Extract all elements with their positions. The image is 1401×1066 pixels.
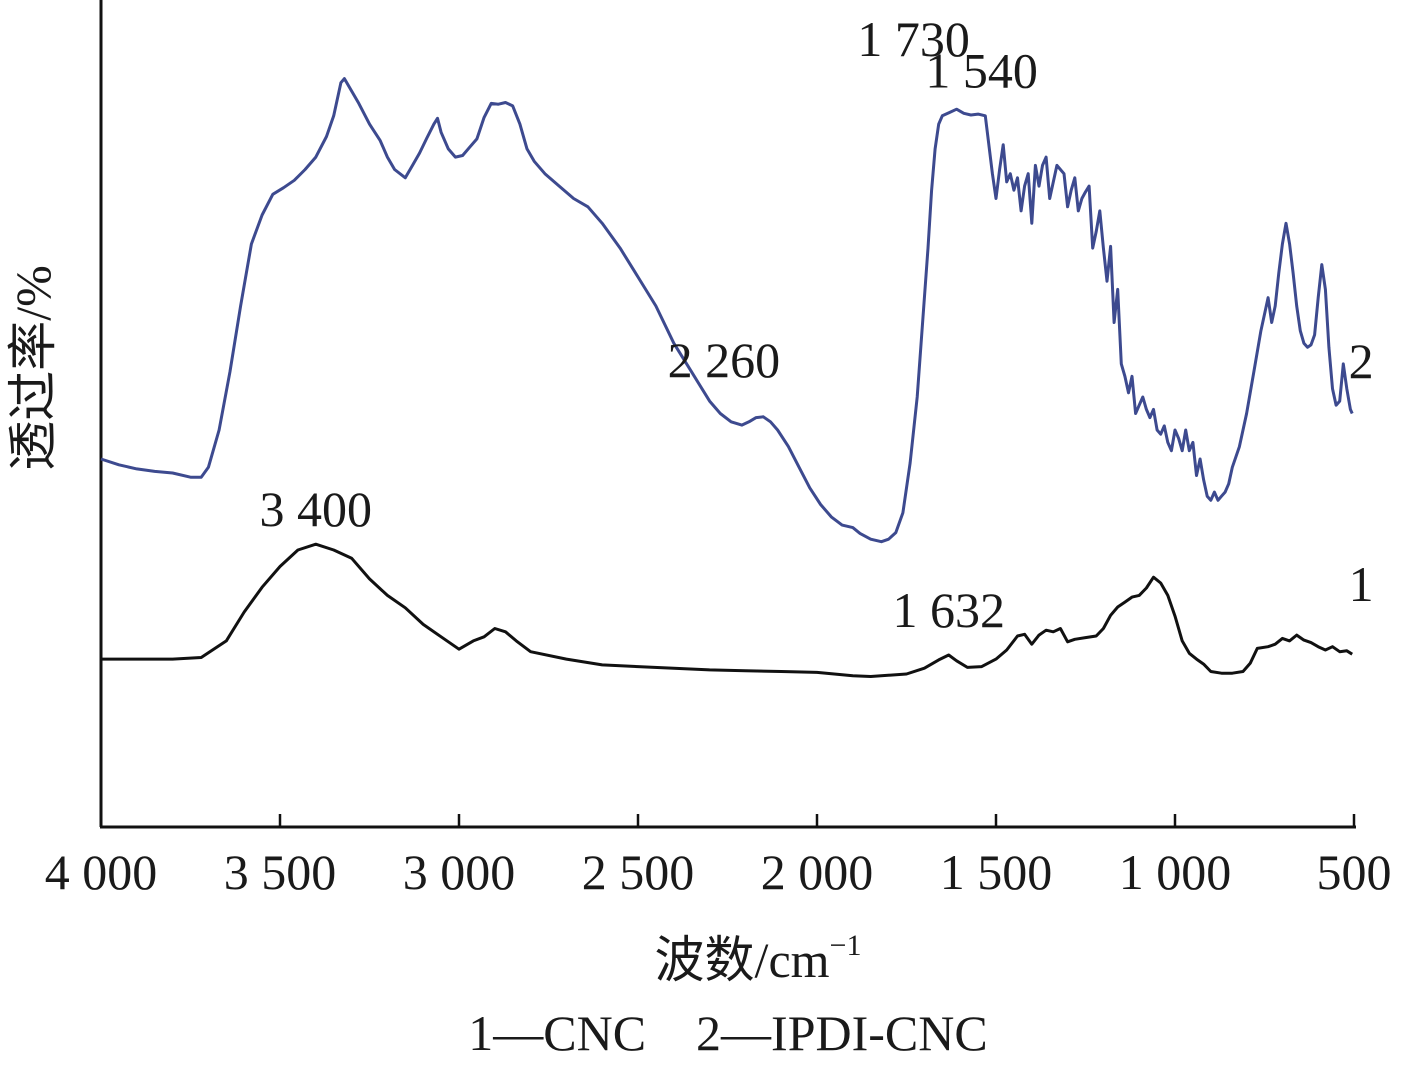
x-tick-labels: 4 000 3 500 3 000 2 500 2 000 1 500 1 000 500 <box>45 844 1392 900</box>
x-tick-label-500: 500 <box>1317 844 1392 900</box>
series-end-label-1: 1 <box>1349 556 1374 612</box>
series-group <box>100 77 1354 678</box>
peak-label-1540: 1 540 <box>925 43 1038 99</box>
x-ticks <box>99 814 1356 827</box>
x-tick-label-4000: 4 000 <box>45 844 158 900</box>
x-axis-title-superscript: −1 <box>830 929 862 962</box>
x-tick-label-1500: 1 500 <box>940 844 1053 900</box>
x-tick-label-2000: 2 000 <box>761 844 874 900</box>
x-axis-title-text: 波数/cm <box>655 932 830 988</box>
legend: 1—CNC 2—IPDI-CNC <box>468 1005 987 1061</box>
series-line-2 <box>100 77 1354 544</box>
series-end-labels: 21 <box>1349 333 1374 612</box>
x-tick-label-2500: 2 500 <box>582 844 695 900</box>
x-axis-title: 波数/cm−1 <box>655 929 862 988</box>
peak-label-1730: 1 730 <box>857 11 970 67</box>
x-tick-label-1000: 1 000 <box>1119 844 1232 900</box>
x-tick-label-3500: 3 500 <box>224 844 337 900</box>
peak-label-3400: 3 400 <box>260 481 373 537</box>
y-axis-title: 透过率/% <box>5 265 61 471</box>
peak-label-2260: 2 260 <box>668 332 781 388</box>
series-end-label-2: 2 <box>1349 333 1374 389</box>
axes <box>99 0 1356 829</box>
x-tick-label-3000: 3 000 <box>403 844 516 900</box>
peak-label-1632: 1 632 <box>892 582 1005 638</box>
series-line-1 <box>101 542 1353 678</box>
